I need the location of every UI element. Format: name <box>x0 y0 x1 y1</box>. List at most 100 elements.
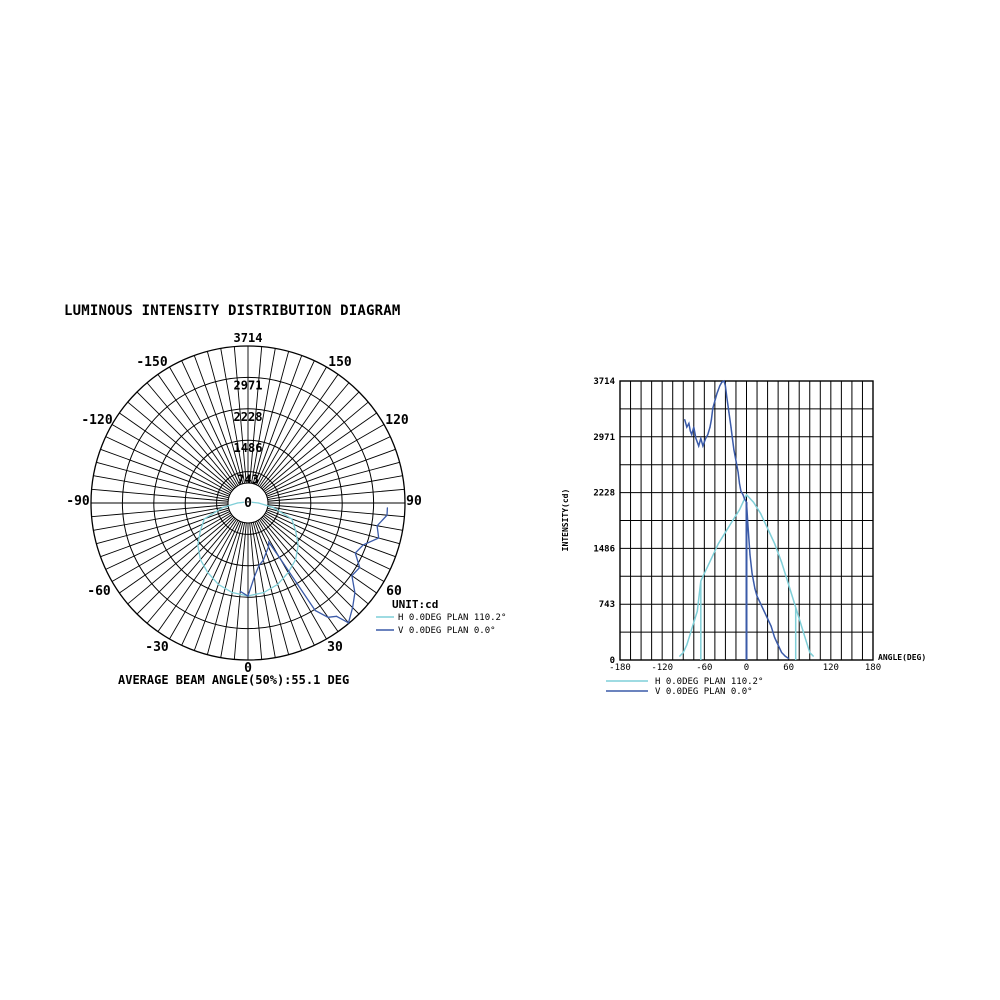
line-data-point <box>791 595 793 597</box>
polar-data-point <box>239 590 241 593</box>
line-legend-label: H 0.0DEG PLAN 110.2° <box>655 677 763 687</box>
line-x-tick-label: -60 <box>696 663 712 673</box>
line-data-point <box>700 437 702 439</box>
polar-radial-tick-label: 2971 <box>234 378 263 392</box>
polar-legend-label: V 0.0DEG PLAN 0.0° <box>398 626 496 636</box>
polar-spoke <box>111 424 231 494</box>
polar-spoke <box>256 520 315 646</box>
polar-radial-tick-label: 743 <box>237 473 259 487</box>
line-data-point <box>812 655 814 657</box>
line-y-tick-label: 1486 <box>593 544 615 554</box>
line-data-point <box>767 527 769 530</box>
polar-spoke <box>105 511 231 570</box>
line-y-tick-label: 2228 <box>593 489 615 499</box>
polar-angle-label: 150 <box>328 355 352 370</box>
polar-spoke <box>111 512 231 582</box>
line-data-point <box>709 426 711 428</box>
line-legend-label: V 0.0DEG PLAN 0.0° <box>655 687 753 697</box>
line-data-point <box>703 573 705 575</box>
polar-spoke <box>264 514 377 594</box>
line-data-point <box>754 588 756 590</box>
polar-spoke <box>267 506 403 531</box>
polar-data-point <box>199 529 201 532</box>
polar-spoke <box>119 514 232 594</box>
line-y-tick-label: 0 <box>610 656 615 666</box>
line-y-tick-label: 3714 <box>593 377 615 387</box>
polar-spoke <box>157 374 237 487</box>
polar-spoke <box>233 346 247 484</box>
line-y-tick-label: 743 <box>599 600 615 610</box>
line-data-point <box>730 426 732 428</box>
line-data-point <box>698 445 700 447</box>
line-data-point <box>784 655 786 657</box>
polar-spoke <box>264 412 377 492</box>
polar-spoke <box>266 448 396 497</box>
line-data-point <box>724 531 727 533</box>
line-data-point <box>788 584 790 586</box>
polar-data-point <box>295 559 297 561</box>
line-data-point <box>745 494 748 496</box>
polar-data-point <box>236 502 238 504</box>
line-x-tick-label: 180 <box>865 663 881 673</box>
line-data-point <box>689 430 691 432</box>
line-y-tick-label: 2971 <box>593 433 615 443</box>
line-data-point <box>781 561 783 563</box>
polar-spoke <box>96 461 229 499</box>
polar-data-point <box>262 559 264 561</box>
polar-spoke <box>181 520 240 646</box>
line-data-point <box>760 603 762 605</box>
line-data-point <box>696 441 698 443</box>
polar-data-point <box>265 552 267 554</box>
line-data-point <box>721 381 723 383</box>
polar-spoke <box>127 515 233 605</box>
polar-spoke <box>249 522 263 660</box>
line-data-point <box>781 651 783 654</box>
line-data-point <box>710 419 713 421</box>
line-data-point <box>802 629 804 631</box>
polar-spoke <box>169 520 239 640</box>
polar-data-point <box>267 546 270 548</box>
line-data-point <box>731 437 734 439</box>
polar-spoke <box>257 520 327 640</box>
polar-spoke <box>100 448 230 497</box>
polar-angle-label: 0 <box>244 661 252 676</box>
polar-data-point <box>272 506 274 508</box>
polar-data-point <box>197 544 199 546</box>
polar-spoke <box>91 488 229 502</box>
polar-spoke <box>254 355 303 485</box>
average-beam-angle: AVERAGE BEAM ANGLE(50%):55.1 DEG <box>118 673 350 687</box>
polar-radial-tick-label: 2228 <box>234 410 263 424</box>
polar-spoke <box>252 351 290 484</box>
polar-data-point <box>203 518 205 520</box>
line-data-point <box>716 392 718 394</box>
line-data-point <box>805 640 807 642</box>
polar-angle-label: 60 <box>386 584 402 599</box>
line-data-point <box>688 422 690 424</box>
polar-unit-label: UNIT:cd <box>392 598 438 611</box>
line-data-point <box>679 655 681 657</box>
polar-spoke <box>146 382 236 488</box>
line-data-point <box>686 644 688 646</box>
polar-spoke <box>220 522 245 658</box>
polar-data-point <box>247 595 249 597</box>
polar-data-point <box>217 583 219 586</box>
line-data-point <box>686 426 688 428</box>
polar-spoke <box>259 519 339 632</box>
line-data-point <box>774 636 776 639</box>
polar-spoke <box>105 436 231 495</box>
line-data-point <box>717 543 720 545</box>
polar-spoke <box>206 351 244 484</box>
polar-spoke <box>157 519 237 632</box>
polar-data-point <box>253 576 255 578</box>
line-data-point <box>724 385 727 387</box>
polar-spoke <box>127 401 233 491</box>
polar-data-point <box>268 541 270 543</box>
polar-data-point <box>354 592 356 594</box>
polar-spoke <box>256 360 315 486</box>
polar-angle-label: -30 <box>145 640 169 655</box>
line-data-point <box>738 482 741 485</box>
polar-spoke <box>267 475 403 500</box>
line-data-point <box>742 501 744 503</box>
